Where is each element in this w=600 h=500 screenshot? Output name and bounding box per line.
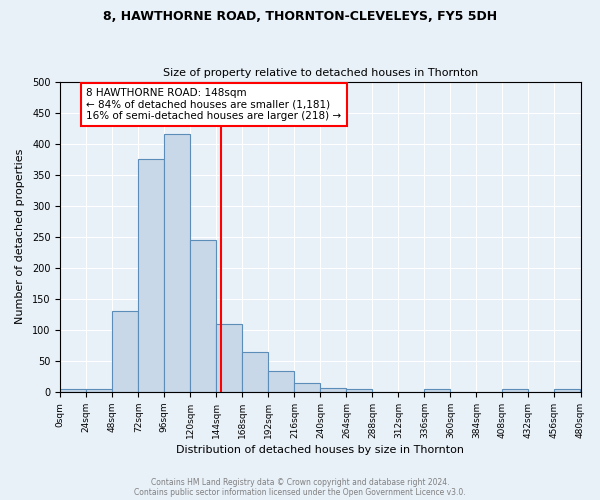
Text: 8, HAWTHORNE ROAD, THORNTON-CLEVELEYS, FY5 5DH: 8, HAWTHORNE ROAD, THORNTON-CLEVELEYS, F… [103, 10, 497, 23]
Bar [320, 388, 346, 392]
Bar [139, 159, 164, 392]
Bar [346, 389, 373, 392]
Text: 8 HAWTHORNE ROAD: 148sqm
← 84% of detached houses are smaller (1,181)
16% of sem: 8 HAWTHORNE ROAD: 148sqm ← 84% of detach… [86, 88, 341, 121]
Bar [60, 389, 86, 392]
X-axis label: Distribution of detached houses by size in Thornton: Distribution of detached houses by size … [176, 445, 464, 455]
Text: Contains HM Land Registry data © Crown copyright and database right 2024.
Contai: Contains HM Land Registry data © Crown c… [134, 478, 466, 497]
Bar [164, 134, 190, 392]
Bar [112, 312, 139, 392]
Title: Size of property relative to detached houses in Thornton: Size of property relative to detached ho… [163, 68, 478, 78]
Bar [502, 389, 529, 392]
Bar [268, 372, 295, 392]
Y-axis label: Number of detached properties: Number of detached properties [15, 149, 25, 324]
Bar [86, 389, 112, 392]
Bar [190, 240, 217, 392]
Bar [295, 382, 320, 392]
Bar [217, 324, 242, 392]
Bar [424, 389, 451, 392]
Bar [554, 389, 580, 392]
Bar [242, 352, 268, 392]
